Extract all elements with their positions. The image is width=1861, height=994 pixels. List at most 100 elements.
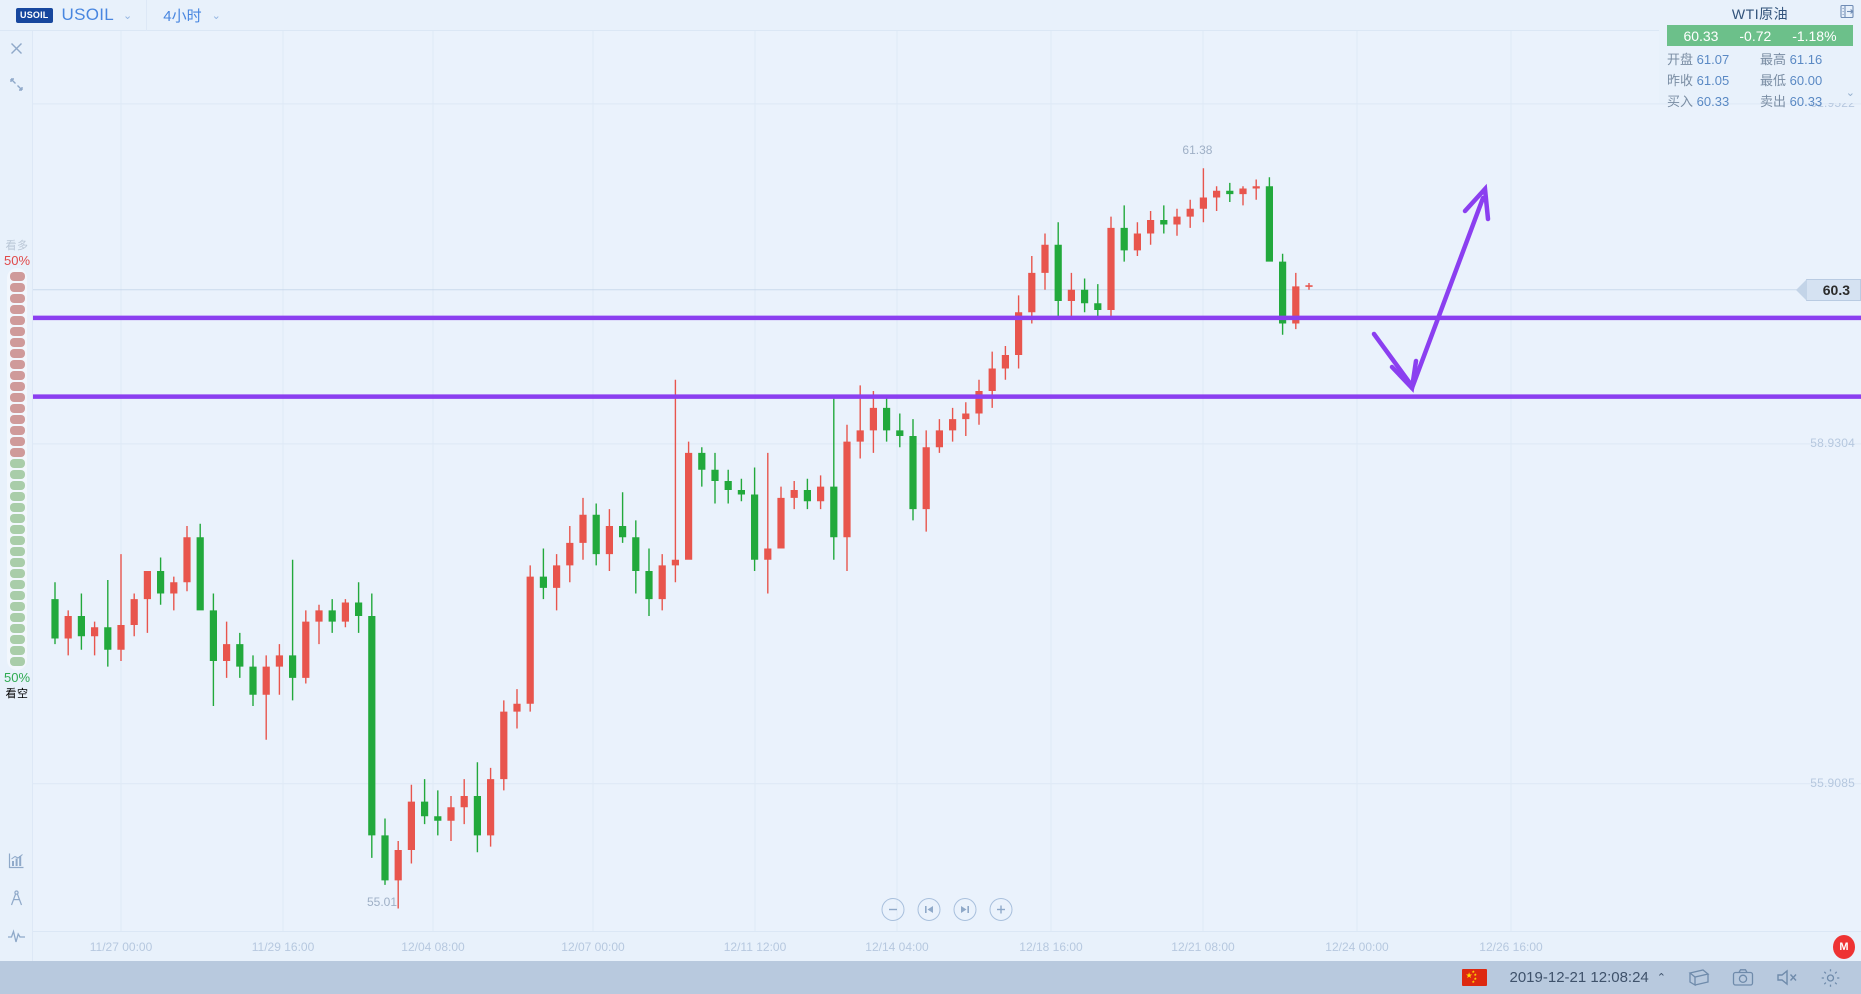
sentiment-segment-bull: [9, 338, 25, 347]
china-flag-icon: ★ ★ ★ ★ ★: [1462, 969, 1488, 986]
quote-open-label: 开盘: [1667, 52, 1694, 67]
sentiment-segment-bear: [9, 525, 25, 534]
sentiment-segment-bear: [9, 503, 25, 512]
zoom-out-button[interactable]: [881, 898, 905, 921]
chart-type-icon[interactable]: [0, 841, 33, 879]
last-price-tag: 60.3: [1795, 278, 1861, 301]
sentiment-segment-bull: [9, 316, 25, 325]
layout-icon[interactable]: [1688, 968, 1710, 987]
zoom-in-button[interactable]: [989, 898, 1013, 921]
quote-prevclose-label: 昨收: [1667, 73, 1694, 88]
chevron-down-icon[interactable]: ⌄: [123, 9, 133, 22]
quote-open-value: 61.07: [1696, 52, 1730, 67]
bearish-percent: 50%: [3, 670, 31, 685]
drawing-tools-icon[interactable]: [0, 879, 33, 917]
sentiment-segment-bull: [9, 382, 25, 391]
step-back-button[interactable]: [917, 898, 941, 921]
x-axis-tick-label: 12/04 08:00: [401, 940, 465, 954]
mute-icon[interactable]: [1776, 968, 1798, 987]
period-selector[interactable]: 4小时 ⌄: [147, 0, 237, 31]
gear-icon[interactable]: [1820, 968, 1841, 988]
symbol-name: USOIL: [61, 5, 115, 24]
quote-prevclose: 昨收 61.05: [1667, 70, 1760, 89]
sentiment-segment-bull: [9, 448, 25, 457]
close-icon[interactable]: [0, 31, 33, 65]
quote-title: WTI原油: [1731, 6, 1789, 22]
quote-high-value: 61.16: [1789, 52, 1823, 67]
y-axis-tick-label: 55.9085: [1810, 775, 1855, 790]
sentiment-segment-bear: [9, 624, 25, 633]
market-status-icon[interactable]: M: [1833, 935, 1855, 959]
x-axis-tick-label: 12/11 12:00: [723, 940, 787, 954]
sentiment-segment-bull: [9, 437, 25, 446]
zoom-controls: [881, 898, 1013, 921]
sentiment-tube: [7, 268, 27, 670]
sentiment-segment-bull: [9, 283, 25, 292]
quote-ask-value: 60.33: [1789, 94, 1823, 109]
sentiment-segment-bear: [9, 580, 25, 589]
x-axis-tick-label: 11/27 00:00: [89, 940, 153, 954]
chevron-down-icon[interactable]: ⌄: [211, 9, 221, 22]
quote-expand-chevron-icon[interactable]: ⌄: [1845, 87, 1855, 99]
y-axis-tick-label: 58.9304: [1810, 435, 1855, 450]
sentiment-segment-bear: [9, 514, 25, 523]
quote-low-value: 60.00: [1789, 73, 1823, 88]
sentiment-segment-bull: [9, 426, 25, 435]
status-datetime: 2019-12-21 12:08:24: [1509, 969, 1649, 986]
indicator-icon[interactable]: [0, 917, 33, 955]
x-axis-tick-label: 12/26 16:00: [1479, 940, 1543, 954]
step-forward-button[interactable]: [953, 898, 977, 921]
sentiment-segment-bull: [9, 393, 25, 402]
quote-bid: 买入 60.33: [1667, 91, 1760, 110]
quote-high: 最高 61.16: [1760, 49, 1853, 68]
sentiment-segment-bear: [9, 646, 25, 655]
x-axis-tick-label: 12/18 16:00: [1019, 940, 1083, 954]
bullish-label: 看多: [5, 240, 29, 252]
sentiment-segment-bull: [9, 327, 25, 336]
sentiment-segment-bull: [9, 415, 25, 424]
sentiment-segment-bull: [9, 404, 25, 413]
swing-low-label: 55.01: [367, 894, 398, 909]
quote-open: 开盘 61.07: [1667, 49, 1760, 68]
quote-high-label: 最高: [1760, 52, 1787, 67]
time-axis[interactable]: M 11/27 00:00 11/29 16:00 12/04 08:00 12/07…: [33, 931, 1861, 961]
quote-bid-label: 买入: [1667, 94, 1694, 109]
sentiment-segment-bear: [9, 657, 25, 666]
sentiment-segment-bear: [9, 635, 25, 644]
x-axis-tick-label: 12/14 04:00: [865, 940, 929, 954]
status-clock[interactable]: 2019-12-21 12:08:24 ⌃: [1509, 969, 1666, 986]
symbol-selector[interactable]: USOIL USOIL ⌄: [0, 0, 148, 31]
camera-icon[interactable]: [1732, 968, 1754, 987]
quote-change: -0.72: [1739, 27, 1772, 44]
quote-low: 最低 60.00: [1760, 70, 1853, 89]
sentiment-segment-bull: [9, 305, 25, 314]
sentiment-segment-bear: [9, 558, 25, 567]
sentiment-segment-bear: [9, 591, 25, 600]
chart-canvas[interactable]: 61.9522 58.9304 55.9085 60.3 61.38 55.01: [33, 31, 1861, 961]
candlestick-svg: [33, 31, 1861, 931]
panel-expand-icon[interactable]: [1840, 4, 1855, 24]
period-label: 4小时: [163, 7, 202, 25]
bearish-label: 看空: [5, 688, 29, 700]
quote-prevclose-value: 61.05: [1696, 73, 1730, 88]
sentiment-segment-bear: [9, 613, 25, 622]
x-axis-tick-label: 12/21 08:00: [1171, 940, 1235, 954]
sentiment-segment-bull: [9, 349, 25, 358]
bullish-percent: 50%: [3, 253, 31, 268]
quote-bid-value: 60.33: [1696, 94, 1730, 109]
swing-high-label: 61.38: [1182, 143, 1213, 158]
quote-ask: 卖出 60.33: [1760, 91, 1853, 110]
sentiment-segment-bear: [9, 602, 25, 611]
quote-panel: WTI原油 60.33 -0.72 -1.18% 开盘 61.07 最高 61.…: [1659, 0, 1861, 109]
chevron-up-icon[interactable]: ⌃: [1656, 972, 1666, 984]
collapse-icon[interactable]: [0, 65, 33, 103]
sentiment-gauge: 看多 50% 50% 看空: [0, 237, 34, 701]
sentiment-segment-bull: [9, 360, 25, 369]
quote-last-price: 60.33: [1683, 27, 1719, 44]
sentiment-segment-bear: [9, 481, 25, 490]
quote-price-band: 60.33 -0.72 -1.18%: [1667, 25, 1853, 46]
quote-stats-grid: 开盘 61.07 最高 61.16 昨收 61.05 最低 60.00 买入 6…: [1667, 49, 1853, 110]
quote-low-label: 最低: [1760, 73, 1787, 88]
status-bar: ★ ★ ★ ★ ★ 2019-12-21 12:08:24 ⌃: [0, 961, 1861, 994]
